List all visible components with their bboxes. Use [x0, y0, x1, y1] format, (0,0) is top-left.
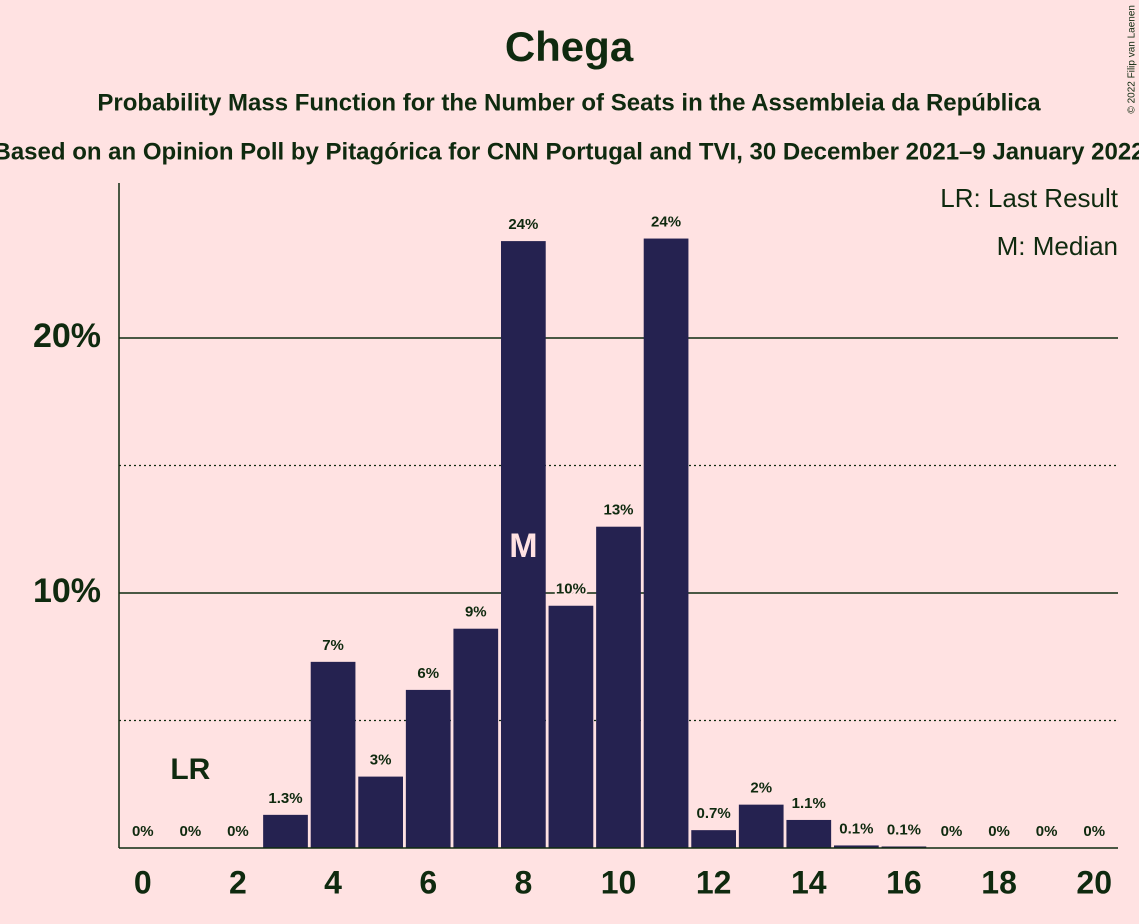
last-result-marker: LR — [170, 753, 210, 786]
x-tick-label: 20 — [1076, 864, 1112, 900]
value-label: 7% — [322, 637, 344, 654]
copyright: © 2022 Filip van Laenen — [1127, 5, 1138, 114]
value-label: 6% — [417, 665, 439, 682]
bar — [881, 846, 927, 848]
value-label: 0% — [988, 823, 1010, 840]
x-tick-label: 18 — [981, 864, 1017, 900]
value-label: 0% — [132, 823, 154, 840]
value-label: 0% — [1036, 823, 1058, 840]
chart-subtitle: Based on an Opinion Poll by Pitagórica f… — [0, 138, 1139, 165]
bar — [358, 776, 404, 848]
chart-subtitle: Probability Mass Function for the Number… — [97, 89, 1041, 116]
value-label: 2% — [750, 780, 772, 797]
x-tick-label: 6 — [419, 864, 437, 900]
bar — [310, 661, 356, 848]
bar — [548, 605, 594, 848]
bar — [738, 804, 784, 848]
y-tick-label: 10% — [33, 572, 101, 610]
x-tick-label: 12 — [696, 864, 732, 900]
x-tick-label: 14 — [791, 864, 827, 900]
chart-title: Chega — [505, 23, 634, 70]
value-label: 24% — [508, 216, 538, 233]
x-tick-label: 0 — [134, 864, 152, 900]
x-tick-label: 16 — [886, 864, 922, 900]
legend-entry: LR: Last Result — [940, 183, 1119, 213]
bar — [405, 689, 451, 848]
value-label: 0.1% — [887, 821, 921, 838]
x-tick-label: 2 — [229, 864, 247, 900]
median-marker: M — [509, 527, 537, 565]
bar — [833, 845, 879, 848]
value-label: 1.3% — [268, 790, 302, 807]
y-tick-label: 20% — [33, 317, 101, 355]
value-label: 0% — [1083, 823, 1105, 840]
bar — [263, 814, 308, 848]
value-label: 0% — [180, 823, 202, 840]
value-label: 24% — [651, 214, 681, 231]
bar — [786, 819, 832, 848]
x-tick-label: 4 — [324, 864, 342, 900]
value-label: 13% — [603, 502, 633, 519]
bar — [596, 526, 641, 848]
legend-entry: M: Median — [997, 231, 1118, 261]
value-label: 0.1% — [839, 820, 873, 837]
value-label: 1.1% — [792, 795, 826, 812]
value-label: 9% — [465, 604, 487, 621]
bar — [691, 830, 737, 848]
bar — [500, 241, 546, 849]
value-label: 3% — [370, 752, 392, 769]
value-label: 0% — [227, 823, 249, 840]
value-label: 0% — [941, 823, 963, 840]
bar — [453, 628, 499, 848]
value-label: 10% — [556, 581, 586, 598]
x-tick-label: 10 — [601, 864, 637, 900]
bar — [643, 238, 689, 849]
value-label: 0.7% — [697, 805, 731, 822]
x-tick-label: 8 — [514, 864, 532, 900]
